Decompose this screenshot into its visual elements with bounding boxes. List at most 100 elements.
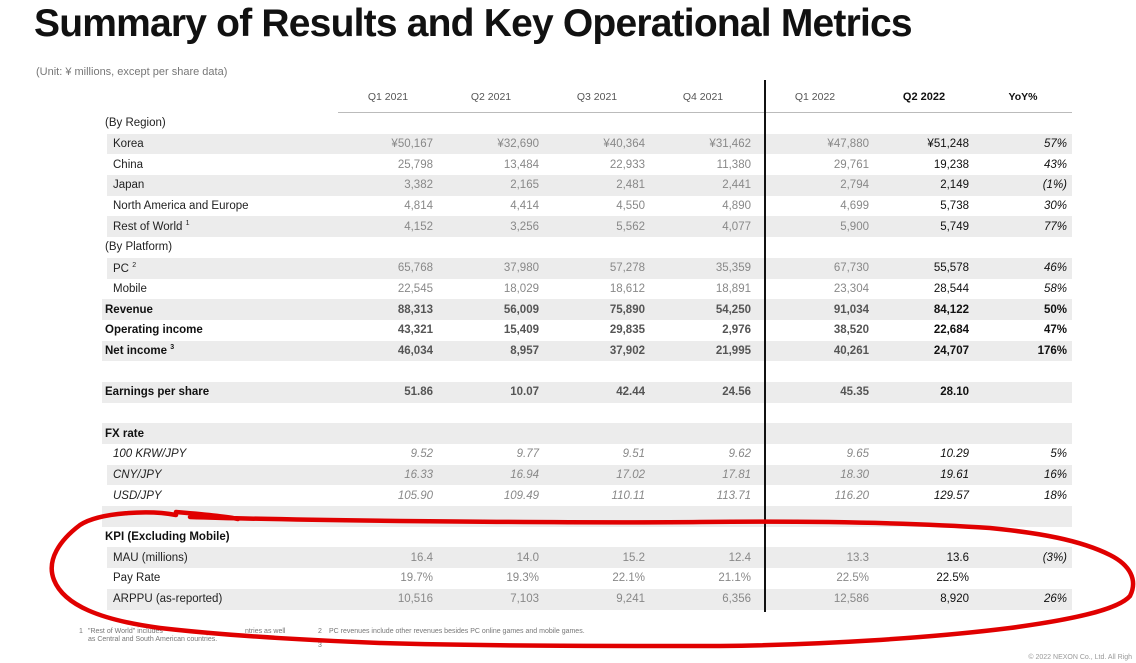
value-cell: 3,256 bbox=[438, 216, 544, 238]
value-cell: 10,516 bbox=[338, 588, 438, 610]
yoy-cell: 47% bbox=[1043, 324, 1067, 337]
yoy-cell: 30% bbox=[1043, 200, 1067, 213]
table-row: North America and Europe 4,814 4,414 4,550 4… bbox=[102, 196, 1072, 217]
value-cell: 5,738 bbox=[940, 200, 969, 213]
value-cell: 45.35 bbox=[756, 381, 874, 403]
footnote-1-number: 1 bbox=[79, 628, 83, 635]
table-row: MAU (millions) 16.4 14.0 15.2 12.4 13.3 13.6 (3… bbox=[102, 547, 1072, 569]
value-cell: 2,481 bbox=[544, 175, 650, 196]
col-header-q4-2021: Q4 2021 bbox=[650, 82, 756, 113]
footnote-2-text: PC revenues include other revenues besid… bbox=[329, 628, 585, 635]
value-cell: 4,077 bbox=[650, 216, 756, 238]
value-cell: ¥40,364 bbox=[544, 133, 650, 155]
value-cell: 22,545 bbox=[397, 282, 433, 295]
unit-note: (Unit: ¥ millions, except per share data… bbox=[36, 66, 228, 78]
value-cell: 23,304 bbox=[833, 282, 869, 295]
value-cell bbox=[874, 423, 974, 444]
value-cell: 13,484 bbox=[503, 158, 539, 171]
row-label: PC 2 bbox=[102, 257, 338, 279]
value-cell: 28,544 bbox=[933, 282, 969, 295]
value-cell: 51.86 bbox=[338, 381, 438, 403]
row-label: North America and Europe bbox=[102, 196, 338, 217]
value-cell: 65,768 bbox=[338, 257, 438, 279]
value-cell: 10.07 bbox=[438, 381, 544, 403]
value-cell: 4,814 bbox=[404, 200, 433, 213]
row-label: Net income 3 bbox=[102, 340, 338, 362]
value-cell: 54,250 bbox=[650, 299, 756, 320]
value-cell bbox=[544, 423, 650, 444]
row-label: MAU (millions) bbox=[102, 547, 338, 569]
row-label-text: Net income bbox=[105, 345, 167, 358]
value-cell: 110.11 bbox=[611, 489, 645, 502]
value-cell: 88,313 bbox=[338, 299, 438, 320]
yoy-cell: 57% bbox=[974, 133, 1072, 155]
yoy-cell bbox=[974, 423, 1072, 444]
yoy-cell: 26% bbox=[974, 588, 1072, 610]
yoy-cell bbox=[974, 506, 1072, 527]
footnote-1-text-c: as Central and South American countries. bbox=[88, 636, 218, 643]
value-cell: 8,920 bbox=[874, 588, 974, 610]
footnote-marker: 3 bbox=[170, 344, 175, 352]
value-cell: 22,933 bbox=[609, 158, 645, 171]
value-cell: 10.29 bbox=[940, 448, 969, 461]
yoy-cell: (1%) bbox=[974, 175, 1072, 196]
value-cell: 2,441 bbox=[650, 175, 756, 196]
col-header-q1-2022: Q1 2022 bbox=[756, 82, 874, 113]
value-cell: 28.10 bbox=[874, 381, 974, 403]
value-cell: 18,891 bbox=[715, 282, 751, 295]
value-cell: 19.7% bbox=[400, 572, 433, 585]
col-header-q2-2021: Q2 2021 bbox=[438, 82, 544, 113]
value-cell: 129.57 bbox=[933, 489, 969, 502]
value-cell: 4,152 bbox=[338, 216, 438, 238]
value-cell: 22,684 bbox=[933, 324, 969, 337]
period-divider bbox=[764, 80, 766, 612]
value-cell: 4,550 bbox=[616, 200, 645, 213]
row-label: KPI (Excluding Mobile) bbox=[102, 527, 338, 548]
table-row: Mobile 22,545 18,029 18,612 18,891 23,304 28,5… bbox=[102, 279, 1072, 300]
footnote-1-text-b: ntries as well bbox=[245, 628, 286, 635]
value-cell: ¥50,167 bbox=[338, 133, 438, 155]
value-cell: ¥51,248 bbox=[874, 133, 974, 155]
value-cell: ¥32,690 bbox=[438, 133, 544, 155]
table-row: PC 2 65,768 37,980 57,278 35,359 67,730 55,578… bbox=[102, 257, 1072, 279]
row-label: Japan bbox=[102, 175, 338, 196]
row-label-text: Earnings per share bbox=[105, 386, 210, 399]
value-cell: 105.90 bbox=[397, 489, 433, 502]
value-cell: 16.33 bbox=[338, 464, 438, 486]
value-cell: 9.52 bbox=[410, 448, 433, 461]
value-cell: 37,980 bbox=[438, 257, 544, 279]
row-label: Rest of World 1 bbox=[102, 216, 338, 238]
row-label-text: (By Platform) bbox=[105, 241, 173, 254]
value-cell: 25,798 bbox=[397, 158, 433, 171]
value-cell bbox=[650, 423, 756, 444]
value-cell: 17.81 bbox=[650, 464, 756, 486]
row-label: 100 KRW/JPY bbox=[102, 444, 338, 465]
footnote-marker: 2 bbox=[132, 261, 137, 269]
value-cell: 16.4 bbox=[338, 547, 438, 569]
row-label-text: PC bbox=[113, 262, 129, 275]
row-label-text: KPI (Excluding Mobile) bbox=[105, 531, 230, 544]
value-cell bbox=[438, 423, 544, 444]
row-label-text: China bbox=[113, 158, 144, 171]
value-cell: 46,034 bbox=[338, 340, 438, 362]
value-cell: 19.61 bbox=[874, 464, 974, 486]
value-cell: 13.3 bbox=[756, 547, 874, 569]
value-cell: 13.6 bbox=[874, 547, 974, 569]
row-label-text: Japan bbox=[113, 179, 145, 192]
value-cell: 35,359 bbox=[650, 257, 756, 279]
value-cell: 24.56 bbox=[650, 381, 756, 403]
value-cell bbox=[338, 423, 438, 444]
value-cell: 2,794 bbox=[756, 175, 874, 196]
value-cell: 84,122 bbox=[874, 299, 974, 320]
value-cell: 16.94 bbox=[438, 464, 544, 486]
value-cell: 12.4 bbox=[650, 547, 756, 569]
row-label: China bbox=[102, 154, 338, 175]
value-cell: 24,707 bbox=[874, 340, 974, 362]
value-cell: 22.5% bbox=[936, 572, 969, 585]
value-cell: 91,034 bbox=[756, 299, 874, 320]
value-cell: 3,382 bbox=[338, 175, 438, 196]
value-cell: 67,730 bbox=[756, 257, 874, 279]
value-cell: 6,356 bbox=[650, 588, 756, 610]
yoy-cell: (3%) bbox=[974, 547, 1072, 569]
